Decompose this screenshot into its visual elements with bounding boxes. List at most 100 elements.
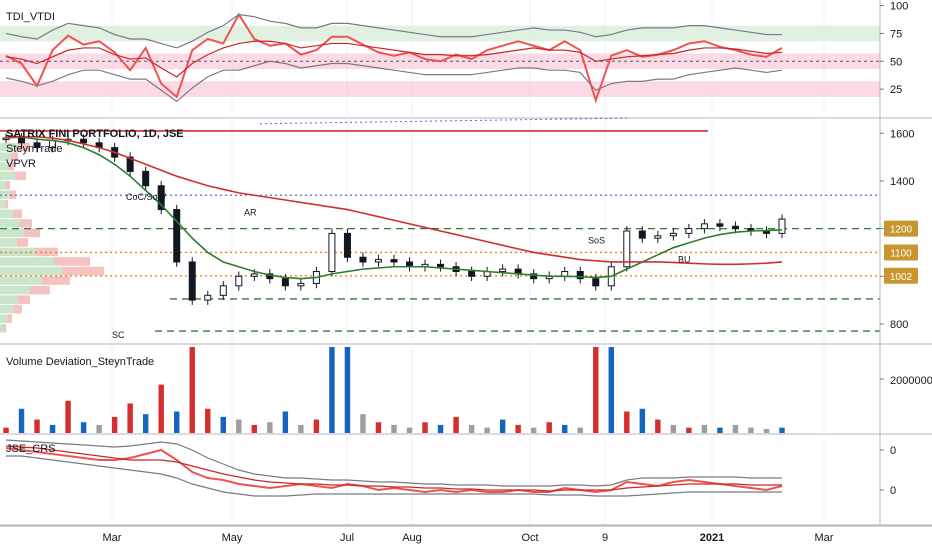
volume-bar — [546, 422, 552, 433]
tdi-tick-label: 50 — [890, 56, 902, 68]
candle-body — [778, 218, 786, 234]
crs-tick-label: 0 — [890, 445, 896, 457]
volume-title: Volume Deviation_SteynTrade — [6, 356, 154, 368]
candle-body — [142, 170, 150, 187]
volume-bar — [65, 400, 71, 433]
volume-bar — [282, 411, 289, 433]
vpvr-bar-up — [0, 180, 6, 190]
candle-body — [499, 268, 507, 273]
volume-bar — [608, 347, 614, 433]
tdi-series-line — [5, 13, 782, 49]
candle-body — [235, 275, 243, 287]
crs-series-line — [5, 445, 782, 492]
vpvr-bar-down — [13, 209, 22, 219]
price-tick-label: 1600 — [890, 128, 914, 140]
vpvr-bar-up — [0, 238, 17, 247]
volume-bar — [360, 414, 366, 433]
tdi-band — [0, 25, 880, 42]
vpvr-bar-down — [7, 314, 12, 323]
volume-bar — [236, 419, 242, 433]
price-badge-label: 1100 — [890, 248, 912, 259]
volume-bar — [453, 416, 459, 433]
moving-average-line — [5, 134, 783, 280]
volume-bar — [655, 419, 661, 433]
crs-series-line — [5, 439, 782, 487]
candle-body — [126, 156, 134, 172]
vpvr-bar-up — [0, 190, 10, 200]
candle-body — [530, 273, 538, 280]
volume-bar — [189, 347, 195, 433]
price-badge-label: 1002 — [890, 272, 913, 283]
candle-body — [359, 256, 367, 263]
volume-bar — [375, 422, 382, 433]
crs-series-line — [5, 447, 783, 494]
vpvr-bar-up — [0, 171, 16, 180]
tdi-panel[interactable] — [0, 12, 880, 104]
vpvr-bar-down — [4, 200, 8, 209]
volume-bar — [624, 411, 630, 433]
vpvr-bar-up — [0, 228, 24, 238]
tdi-tick-label: 100 — [890, 1, 908, 13]
vpvr-bar-up — [0, 323, 4, 333]
price-panel[interactable]: CoC/SoW AR SoS BU SC — [0, 117, 880, 340]
vpvr-bar-down — [15, 171, 26, 180]
vpvr-bar-down — [6, 180, 10, 190]
tdi-series-line — [5, 40, 783, 78]
volume-bar — [267, 422, 273, 433]
price-sub1: SteynTrade — [6, 143, 62, 155]
wyckoff-annotation: SC — [112, 330, 125, 340]
crs-panel[interactable] — [5, 439, 783, 497]
volume-bar — [686, 427, 692, 433]
volume-bar — [701, 424, 708, 433]
wyckoff-annotation: SoS — [588, 235, 605, 245]
candle-body — [700, 223, 708, 230]
candle-body — [328, 232, 336, 273]
vpvr-bar-up — [0, 142, 18, 152]
vpvr-bar-down — [42, 276, 70, 285]
price-tick-label: 1400 — [890, 176, 914, 188]
volume-bar — [111, 416, 118, 433]
vpvr-bar-down — [13, 304, 22, 314]
candle-body — [188, 261, 196, 301]
moving-average-line — [5, 136, 783, 266]
candle-body — [18, 137, 26, 144]
vpvr-bar-down — [24, 228, 40, 238]
candle-body — [297, 282, 305, 287]
vpvr-bar-down — [10, 152, 18, 161]
volume-tick-label: 2000000 — [890, 375, 932, 387]
volume-bar — [49, 424, 56, 433]
trend-line — [259, 117, 631, 125]
x-tick-label: Jul — [340, 532, 354, 544]
volume-panel[interactable] — [3, 347, 785, 433]
vpvr-bar-up — [0, 219, 20, 228]
vpvr-bar-down — [19, 219, 32, 228]
candle-body — [390, 259, 398, 263]
vpvr-bar-up — [0, 304, 14, 314]
candle-body — [576, 271, 584, 280]
candle-body — [654, 235, 662, 239]
price-sub2: VPVR — [6, 158, 36, 170]
volume-bar — [96, 424, 102, 433]
x-tick-label: Oct — [521, 532, 538, 544]
volume-bar — [530, 427, 537, 433]
candle-body — [468, 271, 476, 277]
candle-body — [80, 138, 88, 144]
tdi-tick-label: 75 — [890, 28, 902, 40]
volume-bar — [142, 414, 149, 433]
vpvr-bar-up — [0, 285, 30, 295]
vpvr-bar-down — [8, 161, 14, 171]
candle-body — [173, 209, 181, 263]
volume-bar — [577, 427, 583, 433]
wyckoff-annotation: CoC/SoW — [126, 192, 167, 202]
candle-body — [638, 230, 646, 239]
candle-body — [374, 259, 382, 263]
volume-bar — [158, 384, 164, 433]
volume-bar — [205, 408, 211, 433]
volume-bar — [484, 427, 490, 433]
x-tick-label: Mar — [815, 532, 834, 544]
tdi-series-line — [5, 60, 783, 103]
volume-bar — [437, 424, 444, 433]
x-tick-label: 9 — [602, 532, 608, 544]
wyckoff-annotation: AR — [244, 208, 257, 218]
